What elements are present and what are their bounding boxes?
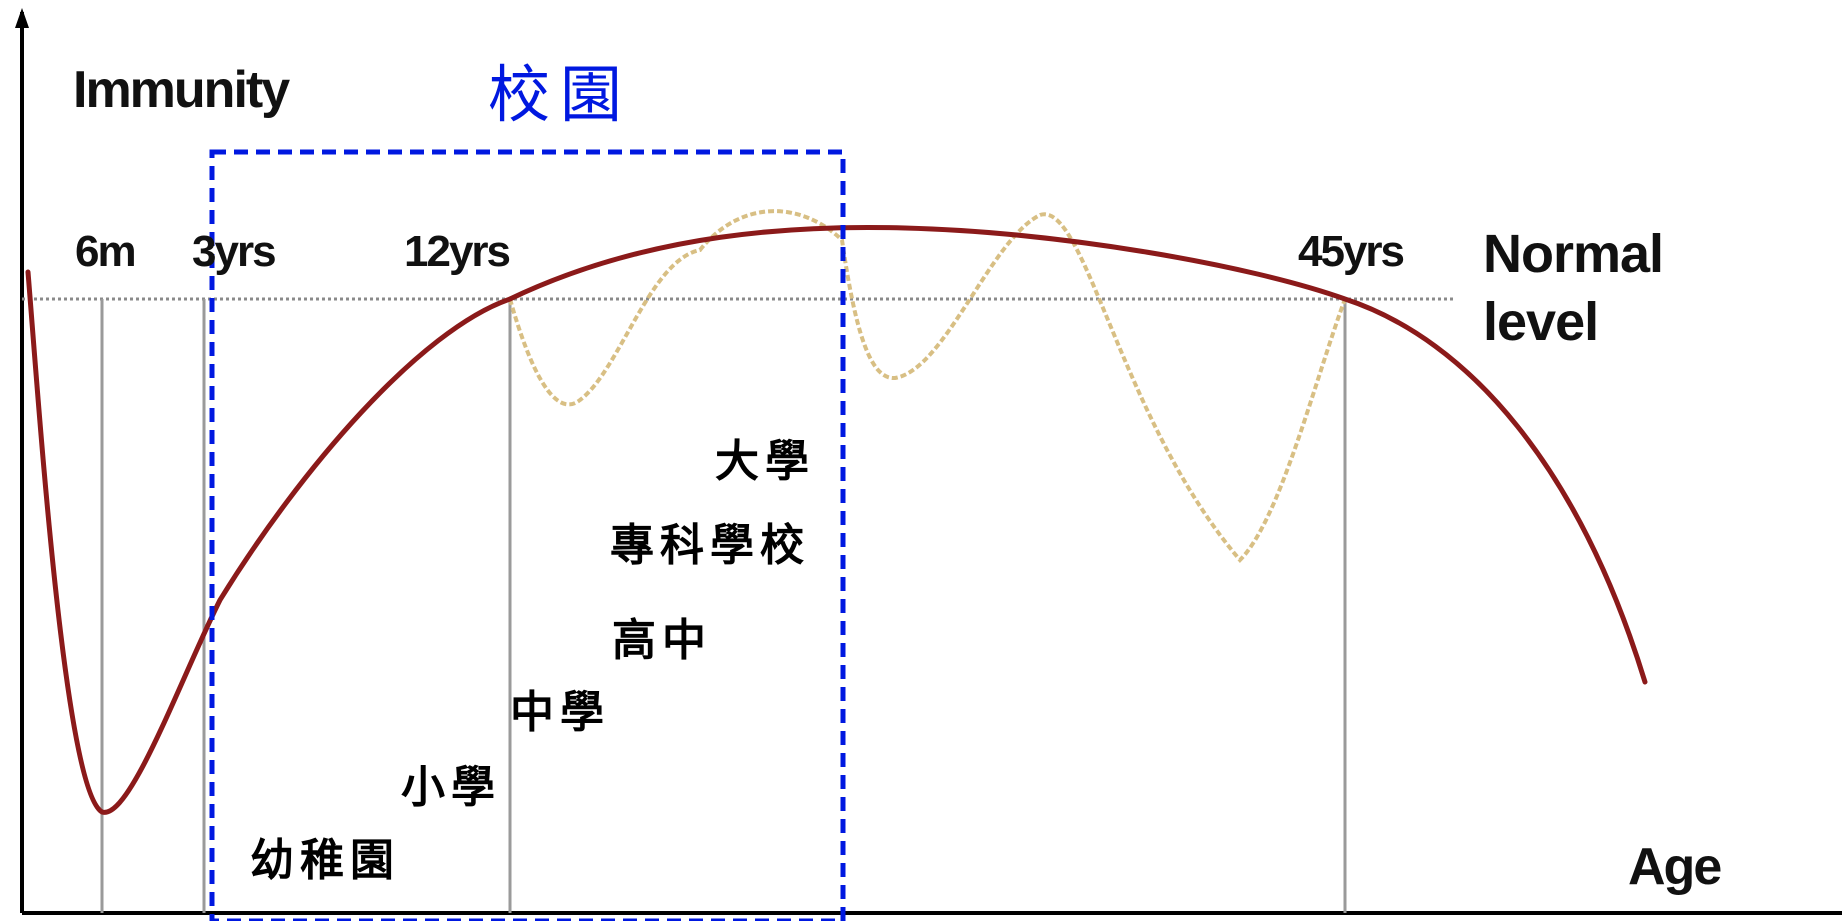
normal-level-label-line1: Normal	[1483, 224, 1663, 284]
normal-level-label-line2: level	[1483, 292, 1598, 352]
stage-kindergarten: 幼稚園	[250, 835, 400, 886]
age-marker-3yrs: 3yrs	[192, 227, 275, 276]
age-marker-lines	[100, 299, 1347, 913]
stage-university: 大學	[715, 436, 815, 487]
age-marker-6m: 6m	[75, 227, 135, 276]
immunity-fluctuation-curve	[508, 209, 1347, 563]
immunity-curve	[25, 224, 1648, 815]
stage-secondary: 中學	[510, 687, 610, 738]
stage-high-school: 高中	[612, 615, 712, 666]
stage-college: 專科學校	[610, 520, 810, 571]
campus-box	[209, 149, 846, 921]
age-marker-45yrs: 45yrs	[1298, 227, 1404, 276]
campus-label: 校園	[488, 58, 632, 131]
axes	[15, 8, 1842, 915]
age-marker-12yrs: 12yrs	[404, 227, 510, 276]
y-axis-label: Immunity	[73, 61, 290, 119]
x-axis-label: Age	[1628, 838, 1721, 896]
stage-primary: 小學	[401, 762, 501, 813]
y-axis-arrow	[15, 8, 29, 28]
